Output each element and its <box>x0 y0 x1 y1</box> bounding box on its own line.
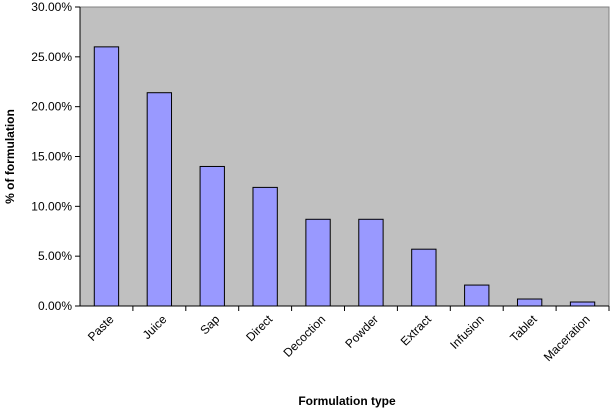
y-tick-label: 15.00% <box>31 150 72 164</box>
y-tick-label: 10.00% <box>31 199 72 213</box>
x-tick-label: Powder <box>342 312 381 351</box>
x-tick-label: Infusion <box>447 312 487 352</box>
bar-tablet <box>516 298 543 307</box>
x-tick-label: Juice <box>140 312 170 342</box>
y-tick-label: 25.00% <box>31 50 72 64</box>
bar-juice <box>146 92 173 307</box>
bar-maceration <box>569 301 596 307</box>
x-tick-label: Extract <box>398 312 435 349</box>
y-axis-ticks: 0.00% 5.00% 10.00% 15.00% 20.00% 25.00% 30.00% <box>31 0 80 313</box>
bar-decoction <box>305 218 331 307</box>
bars <box>93 46 596 307</box>
x-tick-label: Tablet <box>507 312 540 345</box>
y-tick-label: 5.00% <box>38 249 72 263</box>
x-axis-title: Formulation type <box>298 394 396 408</box>
x-tick-label: Maceration <box>541 312 593 364</box>
y-tick-label: 0.00% <box>38 299 72 313</box>
bar-direct <box>252 186 278 307</box>
y-axis-title: % of formulation <box>3 109 17 204</box>
x-tick-label: Direct <box>243 312 276 345</box>
x-tick-label: Sap <box>197 312 222 337</box>
bar-extract <box>411 248 437 307</box>
bar-powder <box>358 218 384 307</box>
bar-infusion <box>464 284 490 307</box>
bar-sap <box>199 165 225 307</box>
y-tick-label: 20.00% <box>31 100 72 114</box>
x-tick-label: Decoction <box>281 312 329 360</box>
x-tick-label: Paste <box>85 312 117 344</box>
x-axis-ticks: Paste Juice Sap Direct Decoction Powder Extrac… <box>85 306 610 364</box>
y-tick-label: 30.00% <box>31 0 72 14</box>
bar-paste <box>93 46 120 307</box>
